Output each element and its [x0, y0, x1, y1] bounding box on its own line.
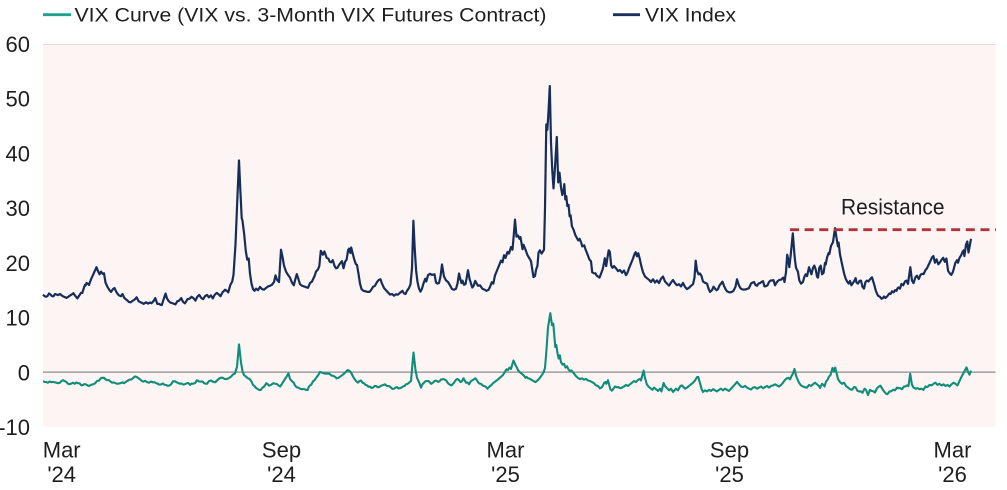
svg-text:20: 20: [6, 251, 30, 276]
svg-text:-10: -10: [0, 415, 30, 440]
svg-text:'25: '25: [715, 462, 744, 487]
svg-text:Mar: Mar: [43, 438, 81, 463]
svg-text:60: 60: [6, 32, 30, 57]
svg-text:30: 30: [6, 196, 30, 221]
svg-text:50: 50: [6, 87, 30, 112]
svg-text:Mar: Mar: [487, 438, 525, 463]
svg-text:10: 10: [6, 306, 30, 331]
svg-text:'26: '26: [938, 462, 967, 487]
svg-text:Resistance: Resistance: [841, 195, 945, 220]
svg-text:'24: '24: [267, 462, 296, 487]
svg-text:VIX Index: VIX Index: [645, 4, 736, 26]
svg-text:'25: '25: [491, 462, 520, 487]
svg-text:Mar: Mar: [934, 438, 972, 463]
svg-text:VIX Curve (VIX vs. 3-Month VIX: VIX Curve (VIX vs. 3-Month VIX Futures C…: [75, 4, 547, 26]
svg-text:'24: '24: [47, 462, 76, 487]
svg-text:0: 0: [18, 360, 30, 385]
svg-text:Sep: Sep: [262, 438, 301, 463]
svg-text:40: 40: [6, 141, 30, 166]
svg-text:Sep: Sep: [710, 438, 749, 463]
